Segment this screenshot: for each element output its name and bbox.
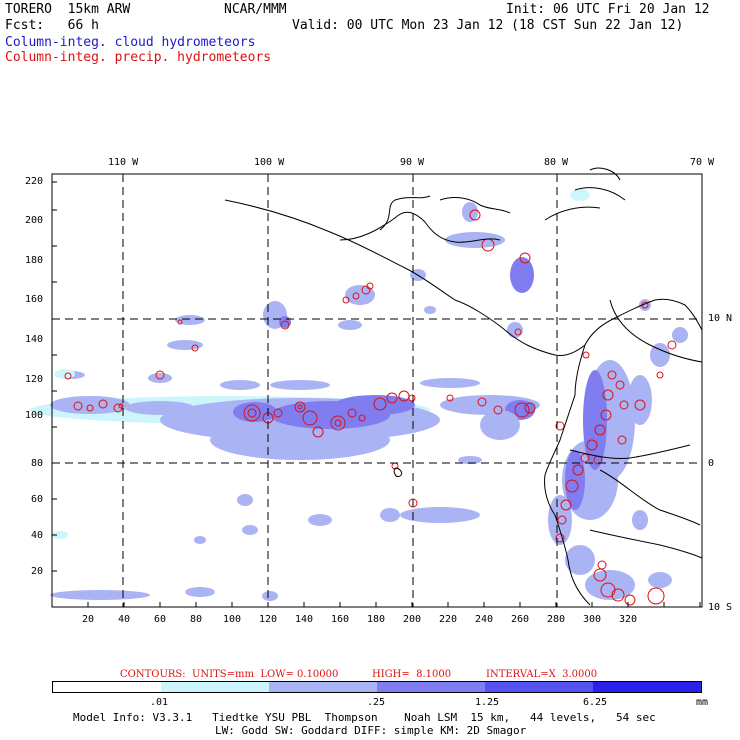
x-label: 160: [331, 614, 350, 625]
legend-swatch: [593, 682, 701, 692]
x-label: 140: [295, 614, 314, 625]
x-label: 300: [583, 614, 602, 625]
init-time: Init: 06 UTC Fri 20 Jan 12: [506, 2, 710, 17]
lon-label-90w: 90 W: [400, 157, 425, 168]
y-label: 100: [25, 410, 44, 421]
contour-interval: INTERVAL=X 3.0000: [486, 669, 598, 680]
lon-label-70w: 70 W: [690, 157, 715, 168]
lat-lon-grid: [52, 174, 702, 607]
x-label: 320: [619, 614, 638, 625]
x-label: 200: [403, 614, 422, 625]
field-cloud-label: Column-integ. cloud hydrometeors: [5, 35, 256, 50]
precip-hydrometeor-contours: [64, 209, 677, 606]
model-info-line1: Model Info: V3.3.1 Tiedtke YSU PBL Thomp…: [73, 711, 656, 724]
x-label: 280: [547, 614, 566, 625]
y-label: 200: [25, 215, 44, 226]
x-label: 40: [118, 614, 131, 625]
y-label: 40: [31, 530, 44, 541]
legend-swatch: [53, 682, 161, 692]
axis-ticks: [52, 181, 701, 607]
cloud-hydrometeor-shading: [30, 189, 688, 601]
legend-label: 1.25: [475, 697, 500, 708]
y-label: 80: [31, 458, 44, 469]
field-precip-label: Column-integ. precip. hydrometeors: [5, 50, 272, 65]
y-label: 120: [25, 374, 44, 385]
forecast-hour: Fcst: 66 h: [5, 18, 99, 33]
valid-time: Valid: 00 UTC Mon 23 Jan 12 (18 CST Sun …: [292, 18, 684, 33]
x-label: 80: [190, 614, 203, 625]
y-label: 220: [25, 176, 44, 187]
y-label: 180: [25, 255, 44, 266]
coastlines: [224, 167, 703, 606]
y-label: 60: [31, 494, 44, 505]
color-legend-bar: [52, 681, 702, 693]
lon-label-100w: 100 W: [254, 157, 285, 168]
org-label: NCAR/MMM: [224, 2, 287, 17]
legend-label: .01: [150, 697, 169, 708]
y-label: 160: [25, 294, 44, 305]
contour-units: CONTOURS: UNITS=mm LOW= 0.10000: [120, 669, 339, 680]
contour-high: HIGH= 8.1000: [372, 669, 452, 680]
lon-label-110w: 110 W: [108, 157, 139, 168]
y-label: 20: [31, 566, 44, 577]
legend-label: 6.25: [583, 697, 608, 708]
legend-swatch: [269, 682, 377, 692]
legend-swatch: [377, 682, 485, 692]
x-label: 120: [259, 614, 278, 625]
legend-swatch: [161, 682, 269, 692]
x-label: 20: [82, 614, 95, 625]
lat-label-10s: 10 S: [708, 602, 733, 613]
x-label: 240: [475, 614, 494, 625]
legend-label: .25: [367, 697, 386, 708]
x-label: 100: [223, 614, 242, 625]
lat-label-eq: 0: [708, 458, 715, 469]
legend-unit: mm: [696, 697, 709, 708]
model-info-line2: LW: Godd SW: Goddard DIFF: simple KM: 2D…: [215, 724, 527, 737]
legend-swatch: [485, 682, 593, 692]
x-label: 180: [367, 614, 386, 625]
x-label: 60: [154, 614, 167, 625]
lat-label-10n: 10 N: [708, 313, 733, 324]
y-label: 140: [25, 334, 44, 345]
x-label: 260: [511, 614, 530, 625]
lon-label-80w: 80 W: [544, 157, 569, 168]
x-label: 220: [439, 614, 458, 625]
model-title: TORERO 15km ARW: [5, 2, 131, 17]
